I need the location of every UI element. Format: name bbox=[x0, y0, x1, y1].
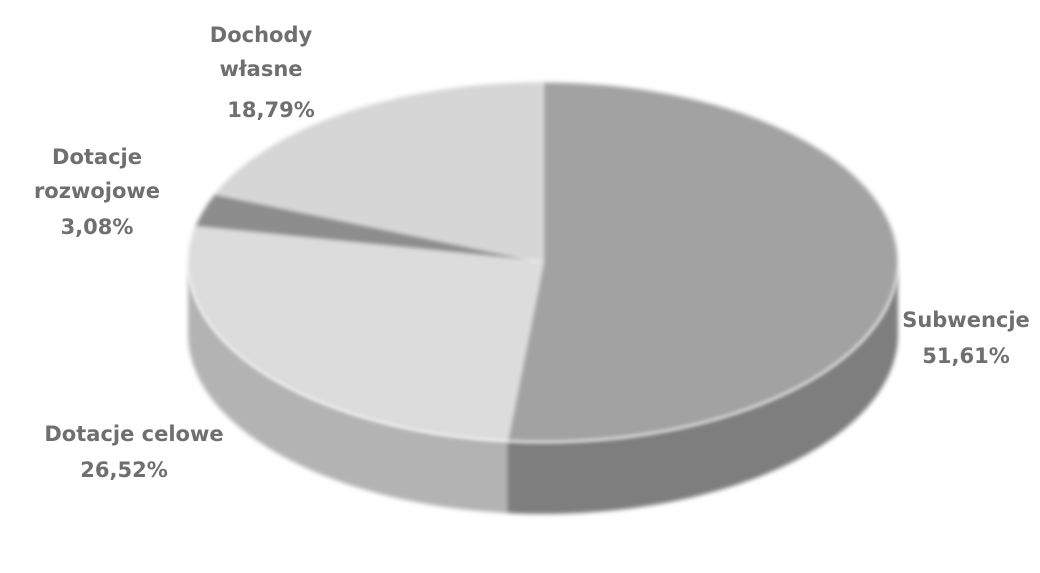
pie-side-dotacje-celowe bbox=[188, 262, 508, 514]
slice-name-dotacje-rozwojowe: Dotacje rozwojowe bbox=[34, 145, 160, 203]
pie-sides bbox=[188, 262, 898, 514]
slice-value-subwencje: 51,61% bbox=[922, 344, 1009, 368]
slice-name-subwencje: Subwencje bbox=[902, 308, 1030, 332]
slice-value-dochody-wlasne: 18,79% bbox=[227, 98, 314, 122]
pie-slice-subwencje bbox=[506, 81, 899, 443]
label-dotacje-celowe: Dotacje celowe 26,52% bbox=[44, 421, 224, 482]
slice-value-dotacje-celowe: 26,52% bbox=[80, 458, 167, 482]
pie-tops bbox=[187, 81, 899, 443]
slice-value-dotacje-rozwojowe: 3,08% bbox=[61, 215, 134, 239]
pie-side-subwencje bbox=[507, 262, 898, 514]
slice-name-dotacje-celowe: Dotacje celowe bbox=[44, 422, 223, 446]
label-dotacje-rozwojowe: Dotacje rozwojowe 3,08% bbox=[33, 144, 160, 239]
pie-slice-dotacje-celowe bbox=[187, 226, 544, 442]
label-subwencje: Subwencje 51,61% bbox=[902, 307, 1031, 368]
pie-slice-dochody-wlasne bbox=[213, 81, 544, 263]
label-dochody-wlasne: Dochody własne 18,79% bbox=[209, 22, 315, 122]
slice-name-dochody-wlasne: Dochody własne bbox=[210, 23, 313, 81]
